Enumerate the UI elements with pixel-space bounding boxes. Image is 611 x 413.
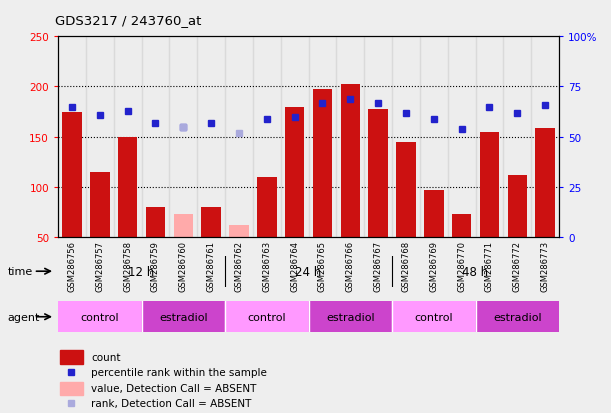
Bar bbox=[257, 178, 277, 237]
Bar bbox=[229, 225, 249, 237]
Bar bbox=[424, 190, 444, 237]
Bar bbox=[475, 37, 503, 237]
Bar bbox=[114, 37, 142, 237]
Bar bbox=[58, 301, 142, 332]
Bar bbox=[420, 37, 448, 237]
Text: control: control bbox=[81, 312, 119, 322]
Bar bbox=[368, 109, 388, 237]
Text: control: control bbox=[414, 312, 453, 322]
Bar bbox=[508, 176, 527, 237]
Text: 12 h: 12 h bbox=[128, 265, 155, 278]
Bar bbox=[392, 37, 420, 237]
Bar bbox=[280, 37, 309, 237]
Bar bbox=[225, 37, 253, 237]
Bar bbox=[392, 301, 475, 332]
Bar bbox=[503, 37, 531, 237]
Bar bbox=[58, 37, 86, 237]
Text: time: time bbox=[7, 266, 32, 277]
Bar bbox=[309, 301, 392, 332]
Bar bbox=[309, 37, 337, 237]
Bar bbox=[174, 214, 193, 237]
Bar bbox=[202, 207, 221, 237]
Bar bbox=[146, 207, 165, 237]
Bar bbox=[337, 37, 364, 237]
Text: rank, Detection Call = ABSENT: rank, Detection Call = ABSENT bbox=[91, 398, 252, 408]
Bar bbox=[142, 37, 169, 237]
Text: estradiol: estradiol bbox=[326, 312, 375, 322]
Bar bbox=[340, 85, 360, 237]
Bar bbox=[285, 107, 304, 237]
Bar bbox=[86, 37, 114, 237]
Bar bbox=[313, 90, 332, 237]
Bar bbox=[475, 301, 559, 332]
Text: 24 h: 24 h bbox=[296, 265, 321, 278]
Text: 48 h: 48 h bbox=[463, 265, 489, 278]
Bar bbox=[197, 37, 225, 237]
Text: estradiol: estradiol bbox=[493, 312, 541, 322]
Text: estradiol: estradiol bbox=[159, 312, 208, 322]
Bar bbox=[60, 382, 82, 395]
Bar bbox=[60, 351, 82, 364]
Bar bbox=[169, 37, 197, 237]
Bar bbox=[364, 37, 392, 237]
Bar bbox=[225, 301, 309, 332]
Bar bbox=[448, 37, 475, 237]
Text: value, Detection Call = ABSENT: value, Detection Call = ABSENT bbox=[91, 383, 257, 393]
Bar bbox=[62, 112, 82, 237]
Text: count: count bbox=[91, 352, 120, 362]
Bar bbox=[90, 172, 109, 237]
Text: agent: agent bbox=[7, 312, 40, 322]
Text: GDS3217 / 243760_at: GDS3217 / 243760_at bbox=[55, 14, 202, 27]
Text: control: control bbox=[247, 312, 286, 322]
Bar bbox=[480, 132, 499, 237]
Bar bbox=[531, 37, 559, 237]
Bar bbox=[396, 142, 415, 237]
Bar bbox=[535, 128, 555, 237]
Bar bbox=[253, 37, 280, 237]
Bar bbox=[118, 138, 137, 237]
Text: percentile rank within the sample: percentile rank within the sample bbox=[91, 367, 267, 377]
Bar bbox=[452, 214, 472, 237]
Bar bbox=[142, 301, 225, 332]
